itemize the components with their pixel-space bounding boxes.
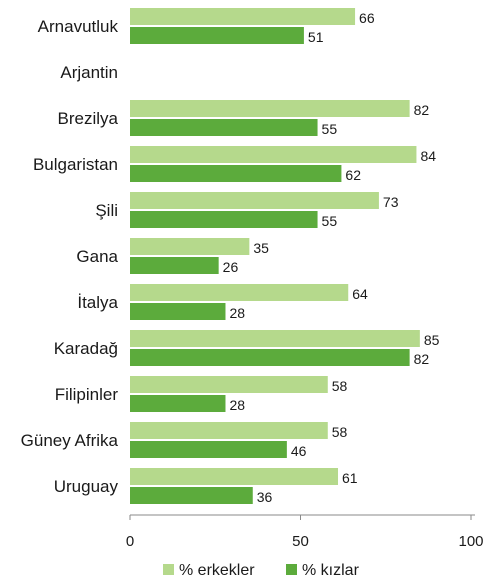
legend-swatch-erkekler [163,564,174,575]
bars-layer [130,8,420,504]
category-label: Gana [76,247,118,266]
bar-arnavutluk-kizlar [130,27,304,44]
data-label: 28 [229,305,245,321]
data-label: 58 [332,424,348,440]
category-label: Arjantin [60,63,118,82]
bar-g-ney-afrika-erkekler [130,422,328,439]
bar-uruguay-kizlar [130,487,253,504]
data-label: 51 [308,29,324,45]
data-label: 46 [291,443,307,459]
data-label: 55 [322,121,338,137]
data-label: 61 [342,470,358,486]
x-tick-label: 100 [458,533,483,550]
data-label: 35 [253,240,269,256]
x-axis-ticks: 0 50 100 [126,515,484,550]
data-label: 26 [223,259,239,275]
category-label: Bulgaristan [33,155,118,174]
data-label: 82 [414,102,430,118]
data-label: 84 [420,148,436,164]
data-label: 58 [332,378,348,394]
bar-karada-erkekler [130,330,420,347]
bar-ili-kizlar [130,211,318,228]
legend-label-erkekler: % erkekler [179,562,255,579]
legend: % erkekler % kızlar [163,562,360,579]
data-label: 85 [424,332,440,348]
category-label: İtalya [77,293,118,312]
bar-g-ney-afrika-kizlar [130,441,287,458]
value-labels: 66 51 82 55 84 62 73 55 35 26 64 28 85 82 58 28 58 46 61 36 [223,10,440,505]
bar-bulgaristan-kizlar [130,165,342,182]
bar-i-talya-erkekler [130,284,349,301]
bar-brezilya-kizlar [130,119,318,136]
data-label: 73 [383,194,399,210]
data-label: 62 [345,167,361,183]
data-label: 66 [359,10,375,26]
x-tick-label: 0 [126,533,134,550]
data-label: 82 [414,351,430,367]
data-label: 36 [257,489,273,505]
bar-i-talya-kizlar [130,303,226,320]
category-label: Arnavutluk [38,17,119,36]
bar-filipinler-erkekler [130,376,328,393]
data-label: 55 [322,213,338,229]
category-label: Filipinler [55,385,119,404]
category-label: Karadağ [54,339,118,358]
category-label: Uruguay [54,477,119,496]
category-label: Şili [95,201,118,220]
bar-ili-erkekler [130,192,379,209]
bar-filipinler-kizlar [130,395,226,412]
category-label: Güney Afrika [21,431,119,450]
bar-gana-kizlar [130,257,219,274]
bar-bulgaristan-erkekler [130,146,417,163]
bar-brezilya-erkekler [130,100,410,117]
legend-label-kizlar: % kızlar [302,562,360,579]
category-labels: Arnavutluk Arjantin Brezilya Bulgaristan Şil… [21,17,119,496]
bar-gana-erkekler [130,238,250,255]
bar-karada-kizlar [130,349,410,366]
bar-arnavutluk-erkekler [130,8,356,25]
x-tick-label: 50 [292,533,309,550]
legend-swatch-kizlar [286,564,297,575]
bar-uruguay-erkekler [130,468,339,485]
data-label: 64 [352,286,368,302]
data-label: 28 [229,397,245,413]
category-label: Brezilya [58,109,119,128]
